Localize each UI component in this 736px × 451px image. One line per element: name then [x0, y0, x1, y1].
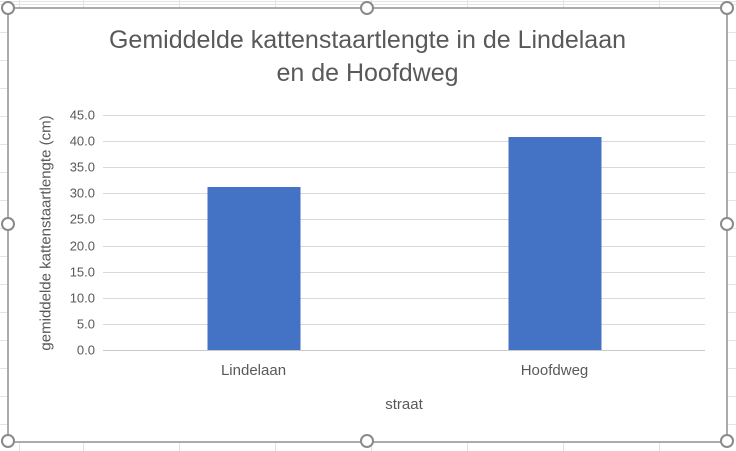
gridline [103, 323, 705, 325]
gridline [103, 167, 705, 169]
y-tick-label[interactable]: 15.0 [69, 264, 95, 280]
gridline [103, 193, 705, 195]
gridline [103, 141, 705, 143]
y-tick-label[interactable]: 5.0 [76, 316, 95, 332]
y-tick-label[interactable]: 35.0 [69, 159, 95, 175]
plot-area[interactable]: 0.0 5.0 10.0 15.0 20.0 25.0 30.0 35.0 40.0 45.0 Li… [70, 108, 705, 379]
category-label-hoofdweg[interactable]: Hoofdweg [520, 362, 589, 379]
y-tick-label[interactable]: 20.0 [69, 238, 95, 254]
selection-handle-bottom-left[interactable] [1, 434, 15, 448]
chart-title-line-2: en de Hoofdweg [276, 59, 459, 87]
gridline [103, 245, 705, 247]
selection-handle-top-right[interactable] [720, 1, 734, 15]
bar-lindelaan[interactable] [207, 186, 300, 350]
y-tick-label[interactable]: 45.0 [69, 107, 95, 123]
x-axis-title[interactable]: straat [385, 396, 423, 413]
selection-handle-top-middle[interactable] [360, 1, 374, 15]
y-tick-label[interactable]: 40.0 [69, 133, 95, 149]
chart-object[interactable]: Gemiddelde kattenstaartlengte in de Lind… [7, 7, 728, 443]
gridline [103, 115, 705, 116]
y-tick-label[interactable]: 10.0 [69, 290, 95, 306]
selection-handle-bottom-right[interactable] [720, 434, 734, 448]
gridline [103, 271, 705, 273]
selection-handle-middle-left[interactable] [1, 217, 15, 231]
gridline [103, 297, 705, 299]
y-axis-title-text: gemiddelde kattenstaartlengte (cm) [37, 115, 55, 351]
selection-handle-bottom-middle[interactable] [360, 434, 374, 448]
chart-title[interactable]: Gemiddelde kattenstaartlengte in de Lind… [9, 24, 726, 90]
y-tick-label[interactable]: 25.0 [69, 211, 95, 227]
gridline [103, 219, 705, 221]
selection-handle-middle-right[interactable] [720, 217, 734, 231]
bar-hoofdweg[interactable] [508, 136, 601, 350]
x-axis-line [103, 350, 705, 351]
selection-handle-top-left[interactable] [1, 1, 15, 15]
category-label-lindelaan[interactable]: Lindelaan [220, 362, 287, 379]
y-tick-label[interactable]: 0.0 [76, 342, 95, 358]
y-tick-label[interactable]: 30.0 [69, 185, 95, 201]
chart-title-line-1: Gemiddelde kattenstaartlengte in de Lind… [108, 26, 627, 54]
